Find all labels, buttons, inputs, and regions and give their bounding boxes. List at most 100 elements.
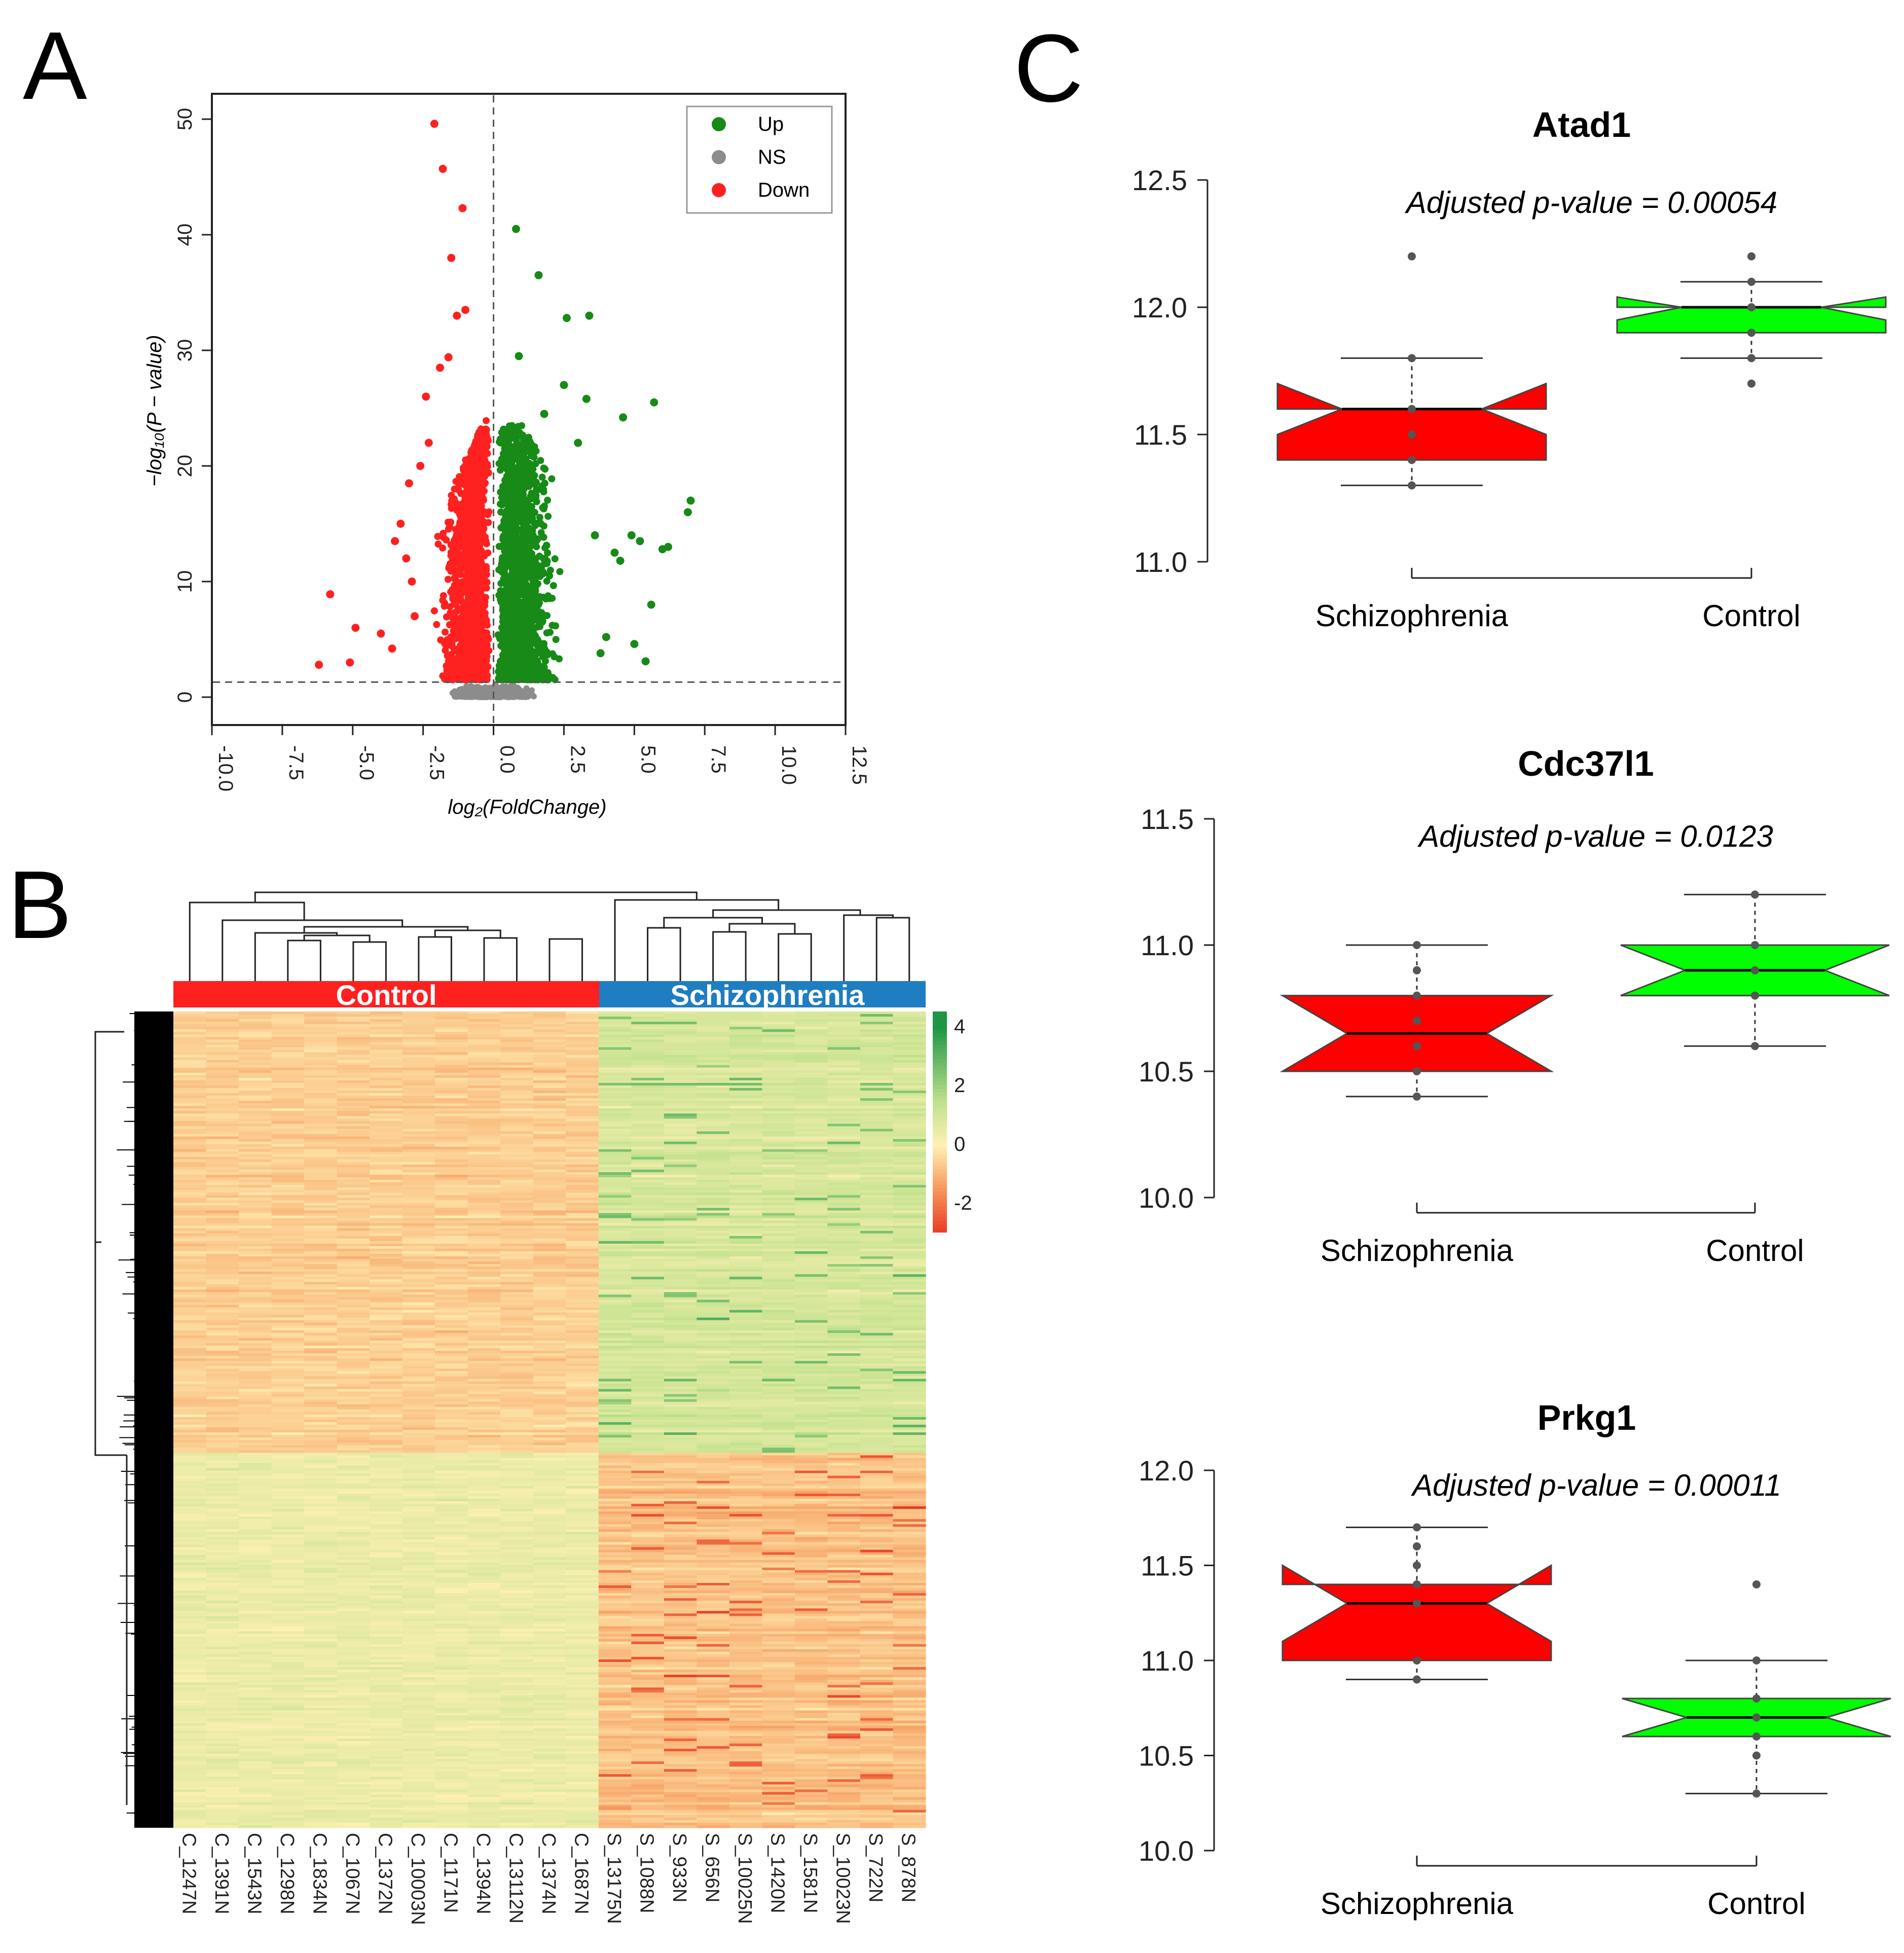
down-point	[460, 600, 468, 608]
volcano-y-tick-label: 30	[174, 339, 196, 362]
heatmap-cell	[893, 1014, 926, 1017]
heatmap-cell	[762, 1050, 795, 1053]
heatmap-cell	[697, 1050, 730, 1053]
up-point	[516, 453, 523, 461]
heatmap-cell	[402, 1039, 435, 1042]
down-point	[444, 575, 452, 583]
heatmap-cell	[794, 1050, 828, 1053]
down-point	[447, 541, 455, 549]
heatmap-cell	[631, 1017, 665, 1020]
up-point	[533, 537, 540, 545]
legend-label-down: Down	[758, 179, 810, 201]
down-point	[451, 618, 458, 625]
heatmap-cell	[893, 1077, 926, 1081]
ns-point	[522, 694, 529, 700]
heatmap-cell	[337, 1075, 370, 1078]
heatmap-cell	[827, 1047, 861, 1051]
heatmap-cell	[893, 1011, 926, 1015]
heatmap-cell	[173, 1052, 207, 1056]
heatmap-cell	[762, 1065, 795, 1068]
heatmap-cell	[271, 1024, 305, 1027]
heatmap-cell	[860, 1075, 894, 1078]
down-point	[444, 636, 451, 643]
heatmap-cell	[860, 1065, 894, 1068]
heatmap-cell	[500, 1057, 534, 1061]
heatmap-cell	[631, 1050, 665, 1053]
heatmap-cell	[893, 1039, 926, 1042]
heatmap-cell	[304, 1024, 338, 1027]
up-point	[502, 448, 510, 455]
heatmap-cell	[533, 1042, 566, 1045]
heatmap-cell	[566, 1057, 599, 1061]
heatmap-cell	[598, 1024, 632, 1027]
heatmap-cell	[827, 1044, 861, 1048]
up-point	[630, 640, 639, 648]
heatmap-cell	[860, 1062, 894, 1066]
heatmap-cell	[337, 1032, 370, 1035]
heatmap-cell	[304, 1075, 338, 1078]
heatmap-cell	[598, 1027, 632, 1030]
heatmap-cell	[337, 1080, 370, 1083]
up-point	[641, 657, 650, 666]
heatmap-cell	[631, 1082, 665, 1086]
heatmap-cell	[893, 1022, 926, 1025]
heatmap-cell	[697, 1014, 730, 1017]
heatmap-cell	[467, 1047, 501, 1051]
heatmap-cell	[664, 1060, 697, 1063]
heatmap-cell	[664, 1014, 697, 1017]
heatmap-cell	[304, 1055, 338, 1058]
heatmap-cell	[304, 1077, 338, 1081]
heatmap-cell	[533, 1029, 566, 1032]
down-point	[461, 672, 468, 679]
up-point	[526, 648, 533, 656]
up-point	[500, 425, 507, 433]
heatmap-cell	[271, 1014, 305, 1017]
heatmap-cell	[664, 1029, 697, 1032]
heatmap-cell	[533, 1032, 566, 1035]
down-point	[442, 628, 449, 636]
down-point	[443, 669, 451, 677]
dendrogram-link	[663, 917, 763, 928]
heatmap-cell	[598, 1014, 632, 1017]
heatmap-cell	[729, 1022, 762, 1025]
group-label-control: Control	[336, 979, 436, 1011]
up-point	[506, 656, 514, 664]
heatmap-cell	[304, 1019, 338, 1022]
up-point	[510, 448, 518, 455]
heatmap-cell	[173, 1032, 207, 1035]
up-point	[511, 632, 519, 639]
heatmap-cell	[402, 1052, 435, 1056]
heatmap-cell	[271, 1037, 305, 1040]
heatmap-cell	[370, 1029, 403, 1032]
down-point	[485, 647, 493, 655]
down-point	[438, 165, 447, 173]
heatmap-cell	[271, 1060, 305, 1063]
up-point	[548, 475, 556, 483]
up-point	[552, 636, 560, 643]
heatmap-cell	[239, 1024, 272, 1027]
heatmap-cell	[271, 1080, 305, 1083]
heatmap-cell	[566, 1039, 599, 1042]
heatmap-cell	[827, 1039, 861, 1042]
up-point	[596, 649, 605, 658]
heatmap-cell	[402, 1047, 435, 1051]
down-point	[451, 655, 458, 662]
heatmap-cell	[533, 1027, 566, 1030]
down-point	[485, 635, 492, 643]
heatmap-cell	[729, 1027, 762, 1030]
heatmap-cell	[893, 1082, 926, 1086]
heatmap-cell	[598, 1088, 632, 1091]
heatmap-cell	[762, 1067, 795, 1071]
heatmap-cell	[827, 1075, 861, 1078]
heatmap-cell	[239, 1011, 272, 1015]
heatmap-cell	[794, 1032, 828, 1035]
heatmap-cell	[500, 1024, 534, 1027]
up-point	[602, 633, 610, 641]
down-point	[464, 612, 471, 620]
down-point	[470, 512, 478, 519]
heatmap-cell	[566, 1044, 599, 1048]
ns-point	[517, 694, 524, 700]
heatmap-cell	[370, 1050, 403, 1053]
heatmap-cell	[533, 1044, 566, 1048]
heatmap-cell	[729, 1050, 762, 1053]
